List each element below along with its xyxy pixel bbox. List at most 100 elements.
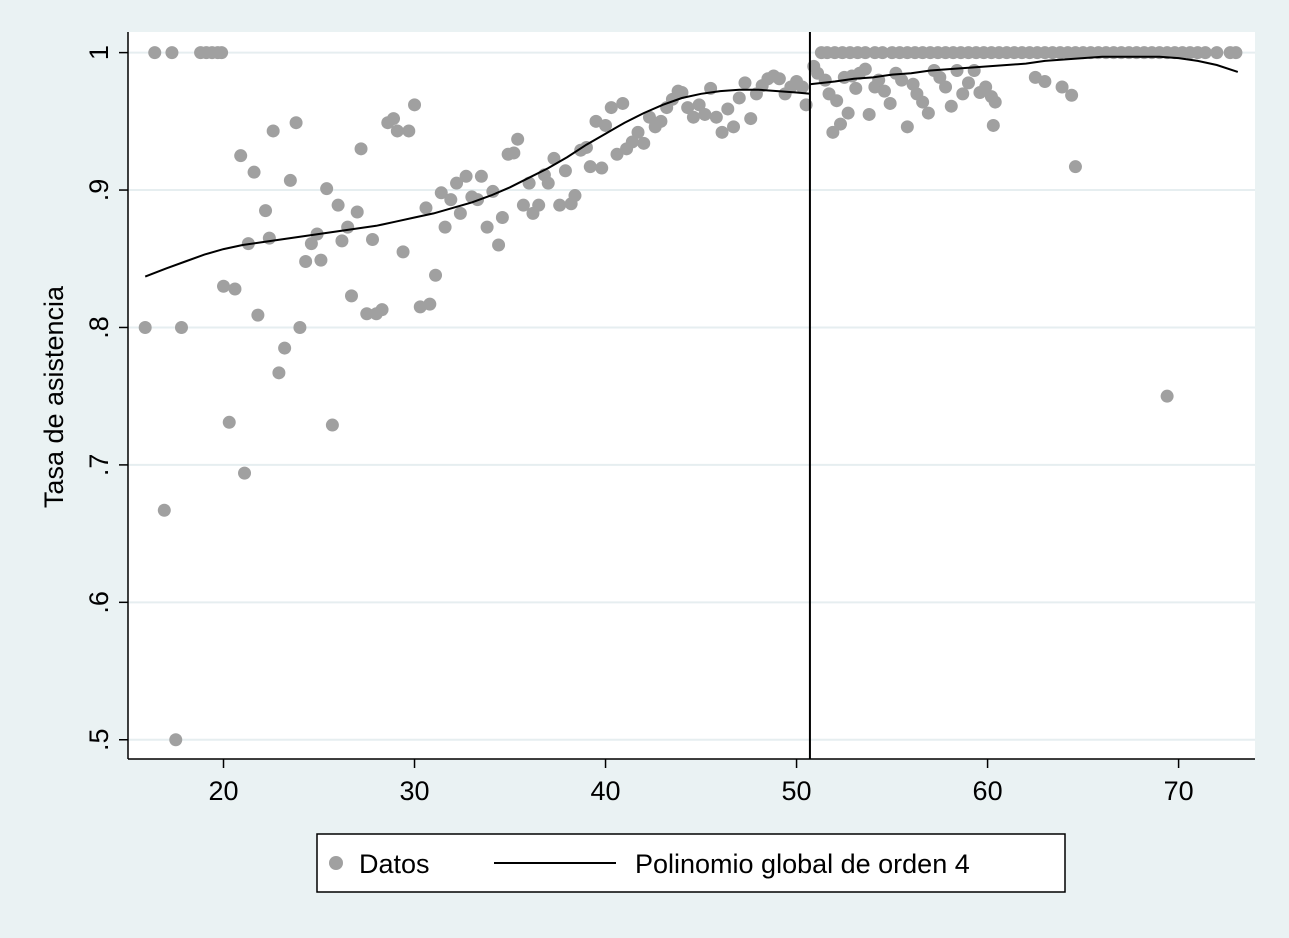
data-point-103 [698, 107, 712, 121]
data-point-53 [434, 186, 448, 200]
y-tick-label-2: .7 [84, 454, 114, 477]
data-point-131 [841, 106, 855, 120]
y-tick-label-1: .6 [84, 591, 114, 614]
data-point-164 [1065, 88, 1079, 102]
data-point-147 [921, 106, 935, 120]
data-point-92 [637, 136, 651, 150]
data-point-21 [266, 124, 280, 138]
data-point-39 [360, 307, 374, 321]
data-point-37 [350, 205, 364, 219]
data-point-86 [604, 101, 618, 115]
data-point-13 [228, 282, 242, 296]
data-point-56 [450, 176, 464, 190]
data-point-174 [876, 46, 890, 60]
y-tick-label-0: .5 [84, 728, 114, 751]
data-point-216 [1198, 46, 1212, 60]
data-point-74 [541, 176, 555, 190]
data-point-129 [833, 117, 847, 131]
data-point-162 [1038, 74, 1052, 88]
data-point-111 [744, 112, 758, 126]
data-point-38 [354, 142, 368, 156]
data-point-31 [320, 182, 334, 196]
data-point-106 [715, 125, 729, 139]
data-point-219 [1229, 46, 1243, 60]
data-point-12 [222, 415, 236, 429]
x-tick-label-5: 70 [1164, 776, 1194, 806]
data-point-54 [438, 220, 452, 234]
data-point-69 [516, 198, 530, 212]
data-point-120 [795, 80, 809, 94]
data-point-55 [444, 193, 458, 207]
data-point-84 [595, 161, 609, 175]
data-point-136 [862, 107, 876, 121]
data-point-172 [858, 46, 872, 60]
data-point-62 [480, 220, 494, 234]
data-point-58 [459, 169, 473, 183]
data-point-109 [732, 91, 746, 105]
data-point-157 [979, 80, 993, 94]
data-point-28 [304, 237, 318, 251]
data-point-19 [259, 204, 273, 218]
data-point-40 [366, 233, 380, 247]
data-point-149 [933, 70, 947, 84]
data-point-166 [1160, 389, 1174, 403]
data-point-26 [293, 320, 307, 334]
data-point-154 [961, 76, 975, 90]
data-point-143 [900, 120, 914, 134]
data-point-65 [495, 211, 509, 225]
data-point-133 [849, 81, 863, 95]
data-point-150 [939, 80, 953, 94]
data-point-35 [341, 220, 355, 234]
data-point-3 [165, 46, 179, 60]
data-point-155 [967, 63, 981, 77]
data-point-93 [642, 110, 656, 124]
data-point-63 [486, 184, 500, 198]
legend-label-polynomial: Polinomio global de orden 4 [635, 849, 970, 879]
data-point-140 [883, 96, 897, 110]
scatter-points [138, 46, 1243, 747]
data-point-47 [402, 124, 416, 138]
data-point-33 [331, 198, 345, 212]
data-point-14 [234, 149, 248, 163]
polynomial-fit-line-0 [144, 88, 810, 278]
plot-area [128, 32, 1255, 759]
data-point-99 [675, 85, 689, 99]
data-point-79 [568, 189, 582, 203]
data-point-91 [631, 125, 645, 139]
y-tick-label-3: .8 [84, 316, 114, 339]
x-tick-label-2: 40 [591, 776, 621, 806]
y-tick-label-4: .9 [84, 179, 114, 202]
data-point-102 [692, 98, 706, 112]
data-point-85 [599, 118, 613, 132]
data-point-68 [511, 132, 525, 146]
data-point-51 [423, 297, 437, 311]
data-point-17 [247, 165, 261, 179]
data-point-0 [138, 320, 152, 334]
data-point-27 [299, 255, 313, 269]
data-point-32 [325, 418, 339, 432]
data-point-82 [583, 160, 597, 174]
data-point-163 [1055, 80, 1069, 94]
data-point-101 [686, 110, 700, 124]
data-point-110 [738, 76, 752, 90]
data-point-87 [610, 147, 624, 161]
data-point-107 [721, 102, 735, 116]
legend: Datos Polinomio global de orden 4 [316, 833, 1066, 893]
x-tick-label-4: 60 [973, 776, 1003, 806]
data-point-36 [344, 289, 358, 303]
data-point-142 [895, 73, 909, 87]
data-point-127 [826, 125, 840, 139]
data-point-135 [858, 62, 872, 76]
data-point-165 [1068, 160, 1082, 174]
fit-lines [144, 55, 1239, 278]
data-point-146 [916, 95, 930, 109]
data-point-22 [272, 366, 286, 380]
data-point-61 [474, 169, 488, 183]
data-point-128 [830, 94, 844, 108]
data-point-48 [408, 98, 422, 112]
data-point-2 [157, 503, 171, 517]
data-point-34 [335, 234, 349, 248]
data-point-10 [215, 46, 229, 60]
x-tick-label-3: 50 [782, 776, 812, 806]
